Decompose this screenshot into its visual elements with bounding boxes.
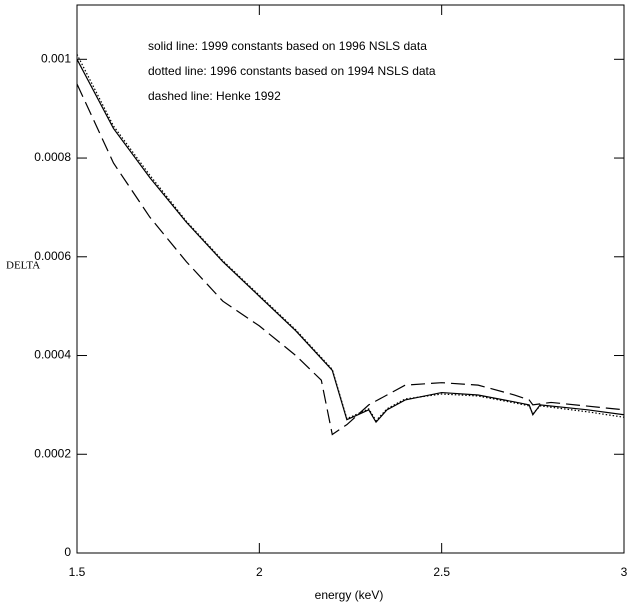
- y-tick-label: 0.0006: [34, 249, 71, 263]
- plot-frame: [76, 4, 625, 554]
- data-line: [76, 59, 625, 424]
- legend-entry: dotted line: 1996 constants based on 199…: [148, 64, 436, 78]
- x-tick-label: 3: [621, 565, 628, 579]
- y-tick-label: 0.001: [41, 51, 71, 65]
- y-tick-label: 0: [64, 545, 71, 559]
- data-line: [76, 54, 625, 422]
- x-tick-label: 1.5: [69, 565, 86, 579]
- data-line: [76, 83, 625, 436]
- y-tick-label: 0.0008: [34, 150, 71, 164]
- legend-entry: solid line: 1999 constants based on 1996…: [148, 39, 427, 53]
- y-axis-label: DELTA: [6, 260, 40, 272]
- y-tick-label: 0.0004: [34, 348, 71, 362]
- x-tick-label: 2: [256, 565, 263, 579]
- y-tick-label: 0.0002: [34, 446, 71, 460]
- legend-entry: dashed line: Henke 1992: [148, 89, 281, 103]
- x-axis-label: energy (keV): [315, 588, 384, 602]
- x-tick-label: 2.5: [433, 565, 450, 579]
